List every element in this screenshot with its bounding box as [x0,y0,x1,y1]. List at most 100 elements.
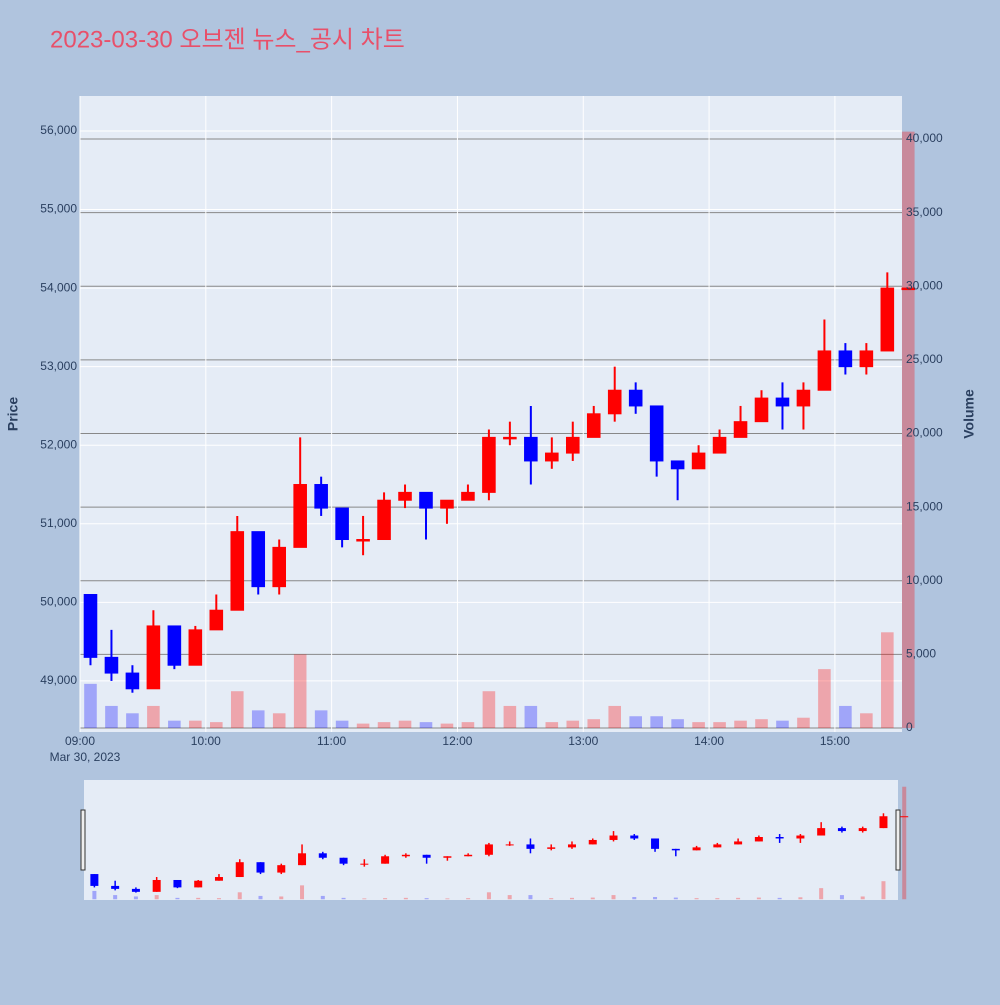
candle-body [607,389,622,415]
candle-body [545,452,559,462]
slider-volume-bar [154,895,159,900]
candle-body [649,405,664,462]
slider-candle-body [381,856,390,864]
slider-volume-bar [196,897,201,900]
candle-body [754,397,769,423]
slider-volume-bar [549,898,554,900]
candle-body [440,499,454,509]
volume-bar [881,632,894,729]
candle-body [209,609,224,631]
volume-bar [818,669,831,729]
volume-bar [839,705,852,729]
slider-candle-body [214,877,223,881]
volume-bar [671,719,684,729]
slider-candle-body [692,847,701,851]
slider-candle-body [651,838,660,849]
slider-candle-body [277,865,286,873]
slider-candle-body [194,880,203,888]
volume-bar [230,691,244,729]
volume-bar [189,720,202,729]
slider-candle-body [713,844,722,848]
slider-volume-bar [383,898,388,900]
candle-body [859,350,874,368]
slider-volume-bar [279,896,284,900]
candle-body [146,625,161,690]
slider-candle-body [734,841,743,845]
y2-tick-label: 20,000 [906,426,943,440]
volume-bar [419,722,433,729]
slider-volume-bar [902,786,907,900]
slider-volume-bar [445,898,450,900]
slider-volume-bar [715,898,720,900]
slider-candle-body [609,835,618,840]
y2-tick-label: 35,000 [906,205,943,219]
y2-tick-label: 5,000 [906,647,936,661]
slider-candle-body [339,857,348,864]
volume-bar [377,722,391,729]
candle-body [482,436,496,493]
candle-body [901,287,916,291]
slider-candle-body [111,885,120,889]
candle-body [125,672,140,690]
slider-candle-body [318,853,327,858]
volume-bar [608,705,622,729]
x-tick-label: 09:00 [65,734,95,748]
x-tick-label: 11:00 [317,734,346,748]
slider-candle-body [754,836,763,842]
slider-volume-bar [300,885,305,900]
volume-bar [629,716,642,729]
slider-candle-body [567,844,576,848]
slider-candle-body [630,835,639,839]
slider-candle-body [775,836,784,839]
slider-candle-body [256,862,265,873]
slider-volume-bar [881,881,886,900]
volume-bar [126,713,139,729]
slider-candle-body [837,828,846,832]
volume-bar [293,654,307,729]
slider-volume-bar [341,897,346,900]
slider-handle-left[interactable] [80,809,86,871]
range-slider[interactable] [84,780,898,900]
slider-volume-bar [632,897,637,900]
slider-volume-bar [777,897,782,900]
slider-volume-bar [237,892,242,900]
y-tick-label: 53,000 [40,359,77,373]
candle-body [398,491,412,501]
candle-body [796,389,811,407]
volume-bar [713,722,726,729]
slider-volume-bar [798,897,803,900]
slider-candle-body [526,844,535,849]
chart-title: 2023-03-30 오브젠 뉴스_공시 차트 [50,26,405,53]
y-axis-title: Price [5,397,21,431]
candle-body [838,350,853,368]
slider-candle-body [173,879,182,888]
volume-bar [566,720,580,729]
candle-body [377,499,391,541]
slider-volume-bar [320,895,325,900]
slider-volume-bar [507,895,512,900]
x-tick-label: 13:00 [568,734,598,748]
slider-handle-right[interactable] [895,809,901,871]
volume-bar [524,705,538,729]
candle-body [524,436,538,462]
slider-candle-body [900,816,909,818]
slider-volume-bar [819,888,824,900]
slider-candle-body [131,888,140,892]
slider-candle-body [879,816,888,829]
x-tick-label: 14:00 [694,734,724,748]
slider-candle-body [401,854,410,857]
volume-bar [272,713,286,729]
candle-body [356,539,370,542]
y2-tick-label: 40,000 [906,131,943,145]
y2-tick-label: 15,000 [906,499,943,513]
candle-body [230,531,245,611]
slider-candle-body [443,856,452,858]
candle-body [817,350,832,391]
candle-body [335,507,349,541]
volume-bar [503,705,517,729]
candle-body [712,436,727,454]
volume-bar [314,710,328,729]
slider-candle-body [152,879,161,892]
y-tick-label: 51,000 [40,516,77,530]
